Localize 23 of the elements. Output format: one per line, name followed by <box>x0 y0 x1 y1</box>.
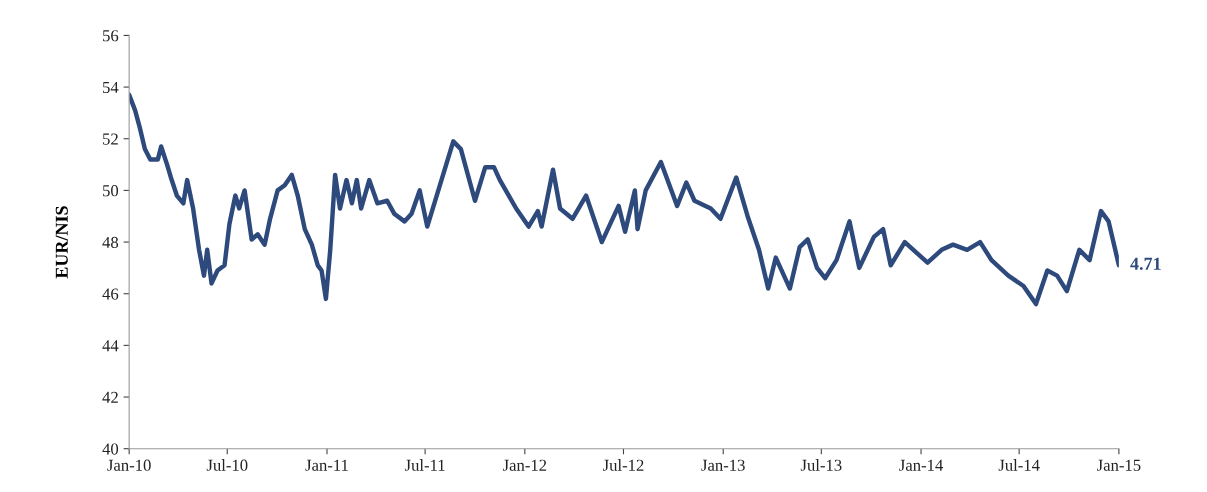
y-tick-label: 40 <box>102 443 119 455</box>
y-tick-label: 44 <box>102 340 119 352</box>
x-tick-label: Jul-11 <box>404 459 445 471</box>
x-tick-label: Jan-14 <box>899 459 944 471</box>
y-tick-label: 42 <box>102 391 118 403</box>
x-tick-label: Jul-10 <box>206 459 248 471</box>
x-tick-label: Jan-15 <box>1097 459 1141 471</box>
x-tick-label: Jan-12 <box>502 459 547 471</box>
y-axis-title: EUR/NIS <box>55 206 68 279</box>
y-tick-label: 54 <box>103 81 119 94</box>
x-tick-label: Jan-11 <box>305 459 348 471</box>
y-tick-label: 52 <box>103 133 118 145</box>
x-tick-label: Jul-13 <box>800 459 842 471</box>
y-tick-label: 56 <box>103 30 119 42</box>
line-series <box>129 92 1119 307</box>
x-tick-label: Jul-14 <box>998 459 1040 471</box>
y-tick-label: 48 <box>102 236 119 249</box>
x-tick-label: Jan-13 <box>701 459 745 471</box>
annotation: 4.71 <box>1130 257 1161 270</box>
y-tick-label: 46 <box>102 288 119 300</box>
x-tick-label: Jul-12 <box>602 459 644 471</box>
y-tick-label: 50 <box>103 185 119 197</box>
x-tick-label: Jan-10 <box>107 459 151 471</box>
